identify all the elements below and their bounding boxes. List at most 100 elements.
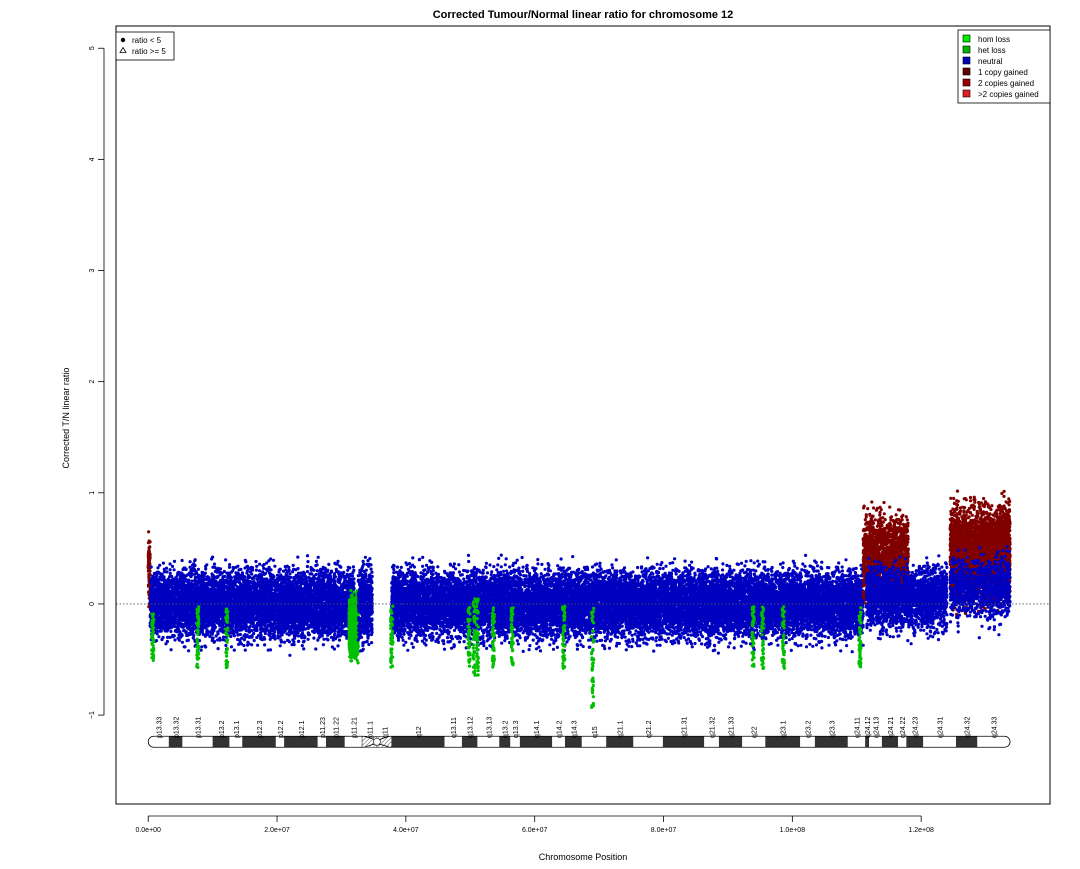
- data-point: [280, 633, 284, 637]
- data-point: [204, 567, 208, 571]
- data-point: [158, 563, 162, 567]
- data-point: [148, 540, 152, 544]
- data-point: [326, 578, 330, 582]
- data-point: [269, 635, 273, 639]
- data-point: [216, 575, 220, 579]
- points-layer: [146, 489, 1012, 710]
- data-point: [181, 578, 185, 582]
- data-point: [146, 554, 151, 558]
- data-point: [309, 625, 313, 629]
- data-point: [193, 559, 197, 563]
- data-point: [193, 563, 197, 568]
- data-point: [263, 643, 267, 647]
- data-point: [282, 640, 287, 644]
- data-point: [273, 634, 277, 638]
- data-point: [147, 530, 151, 534]
- data-point: [180, 581, 184, 585]
- data-point: [167, 625, 171, 629]
- data-point: [160, 572, 164, 577]
- data-point: [337, 638, 342, 642]
- data-point: [271, 558, 276, 562]
- data-point: [257, 569, 262, 573]
- data-point: [168, 575, 172, 579]
- data-point: [255, 564, 259, 568]
- x-axis-label: Chromosome Position: [539, 852, 628, 862]
- data-point: [291, 570, 295, 574]
- data-point: [332, 572, 336, 576]
- data-point: [326, 638, 330, 642]
- data-point: [212, 640, 216, 644]
- data-point: [180, 571, 184, 576]
- data-point: [148, 545, 152, 549]
- data-point: [314, 647, 318, 651]
- data-point: [291, 563, 295, 568]
- data-point: [156, 566, 160, 570]
- data-point: [342, 570, 346, 575]
- data-point: [329, 635, 333, 640]
- data-point: [269, 568, 273, 572]
- data-point: [147, 574, 151, 578]
- data-point: [234, 565, 238, 569]
- data-point: [315, 569, 319, 573]
- data-point: [224, 558, 228, 562]
- data-point: [243, 558, 247, 563]
- data-point: [261, 570, 265, 574]
- data-point: [351, 571, 355, 575]
- data-point: [203, 571, 207, 575]
- data-point: [240, 571, 244, 575]
- data-point: [296, 555, 300, 559]
- data-point: [300, 644, 304, 648]
- data-point: [273, 564, 277, 568]
- data-point: [224, 643, 228, 648]
- data-point: [168, 635, 172, 640]
- data-point: [343, 577, 347, 581]
- data-point: [277, 628, 281, 632]
- data-point: [278, 644, 282, 648]
- data-point: [314, 559, 318, 564]
- data-point: [146, 563, 150, 568]
- data-point: [302, 647, 306, 651]
- data-point: [157, 635, 161, 639]
- data-point: [312, 636, 316, 640]
- data-point: [185, 639, 189, 643]
- data-point: [204, 645, 208, 649]
- data-point: [180, 558, 184, 563]
- segment-neutral-1: [148, 554, 356, 657]
- chart-title: Corrected Tumour/Normal linear ratio for…: [433, 9, 734, 21]
- data-point: [168, 562, 172, 566]
- data-point: [321, 643, 325, 647]
- data-point: [262, 566, 266, 571]
- data-point: [326, 568, 330, 572]
- data-point: [243, 648, 247, 652]
- data-point: [205, 563, 209, 567]
- data-point: [189, 575, 193, 579]
- data-point: [169, 629, 173, 634]
- data-point: [254, 568, 258, 572]
- data-point: [172, 559, 177, 564]
- data-point: [263, 627, 267, 631]
- y-axis-label: Corrected T/N linear ratio: [61, 368, 71, 469]
- data-point: [273, 637, 277, 641]
- data-point: [346, 568, 350, 572]
- data-point: [187, 649, 191, 653]
- data-point: [254, 559, 258, 564]
- data-point: [146, 569, 150, 573]
- data-point: [267, 629, 271, 633]
- data-point: [296, 634, 301, 638]
- data-point: [172, 568, 176, 572]
- data-point: [293, 628, 297, 633]
- data-point: [336, 644, 340, 648]
- data-point: [294, 568, 298, 572]
- data-point: [216, 647, 220, 651]
- data-point: [169, 648, 173, 652]
- data-point: [182, 628, 186, 632]
- data-point: [306, 637, 310, 641]
- data-point: [231, 569, 235, 573]
- data-point: [314, 564, 318, 568]
- data-point: [180, 640, 184, 644]
- data-point: [146, 583, 151, 587]
- data-point: [292, 643, 296, 647]
- data-point: [211, 555, 215, 559]
- data-point: [338, 564, 342, 568]
